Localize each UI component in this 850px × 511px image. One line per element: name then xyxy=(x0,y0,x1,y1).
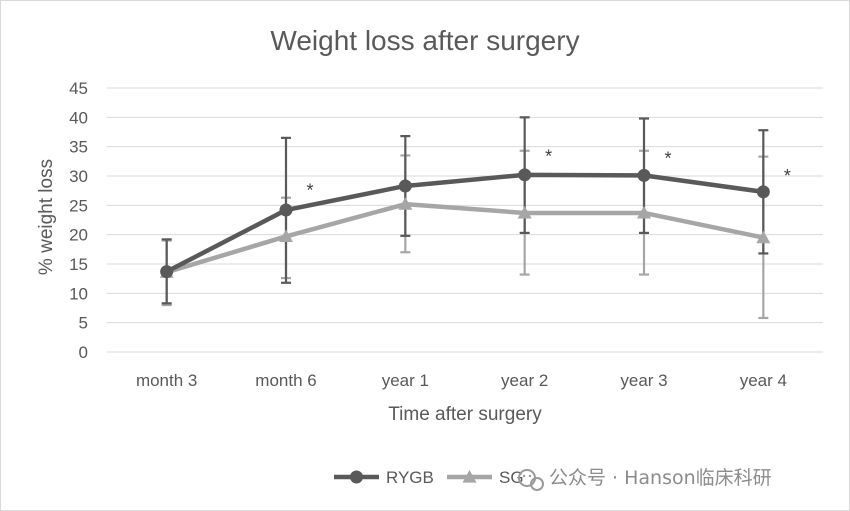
legend-label-rygb: RYGB xyxy=(386,468,434,487)
data-point-sg xyxy=(756,230,771,244)
significance-star: * xyxy=(664,148,671,168)
data-point-rygb xyxy=(398,179,412,193)
legend-marker-sg xyxy=(462,470,477,483)
significance-star: * xyxy=(306,181,313,201)
data-point-sg xyxy=(279,229,293,243)
y-tick-label: 40 xyxy=(69,108,88,127)
y-axis-title: % weight loss xyxy=(36,159,57,275)
y-tick-label: 10 xyxy=(69,284,88,303)
y-tick-labels: 0 5 10 15 20 25 30 35 40 45 xyxy=(69,79,88,362)
y-tick-label: 25 xyxy=(69,196,88,215)
significance-star: * xyxy=(784,166,791,186)
y-tick-label: 20 xyxy=(69,226,88,245)
legend-marker-rygb xyxy=(350,470,363,484)
data-point-sg xyxy=(637,205,651,219)
wechat-icon xyxy=(518,469,544,491)
legend-label-sg: SG xyxy=(499,468,524,487)
series-line-rygb xyxy=(165,172,764,274)
y-tick-label: 5 xyxy=(79,314,88,333)
y-tick-label: 15 xyxy=(69,255,88,274)
data-point-sg xyxy=(517,205,532,219)
watermark-text: 公众号 · Hanson临床科研 xyxy=(549,467,772,489)
y-tick-label: 0 xyxy=(79,343,88,362)
x-tick-label: month 6 xyxy=(255,371,316,390)
x-tick-label: month 3 xyxy=(136,371,197,390)
y-tick-label: 30 xyxy=(69,167,88,186)
data-point-rygb xyxy=(160,265,174,279)
y-tick-label: 45 xyxy=(69,79,88,98)
y-tick-label: 35 xyxy=(69,138,88,157)
legend: RYGB SG xyxy=(334,468,524,487)
watermark: 公众号 · Hanson临床科研 xyxy=(518,467,772,491)
series-markers xyxy=(159,168,771,279)
data-point-rygb xyxy=(756,185,770,199)
x-tick-labels: month 3 month 6 year 1 year 2 year 3 year 4 xyxy=(136,371,787,390)
significance-star: * xyxy=(545,147,552,167)
series-lines xyxy=(165,172,764,275)
significance-annotations: * * * * xyxy=(306,147,790,201)
series-line-sg xyxy=(166,201,764,275)
gridlines xyxy=(107,87,823,353)
x-tick-label: year 4 xyxy=(740,371,787,390)
data-point-rygb xyxy=(279,203,293,217)
x-tick-label: year 1 xyxy=(382,371,429,390)
x-tick-label: year 3 xyxy=(620,371,667,390)
data-point-rygb xyxy=(518,168,532,182)
x-axis-title: Time after surgery xyxy=(388,404,542,425)
x-tick-label: year 2 xyxy=(501,371,548,390)
data-point-sg xyxy=(398,197,413,210)
data-point-rygb xyxy=(637,168,651,182)
chart-title: Weight loss after surgery xyxy=(270,25,579,56)
